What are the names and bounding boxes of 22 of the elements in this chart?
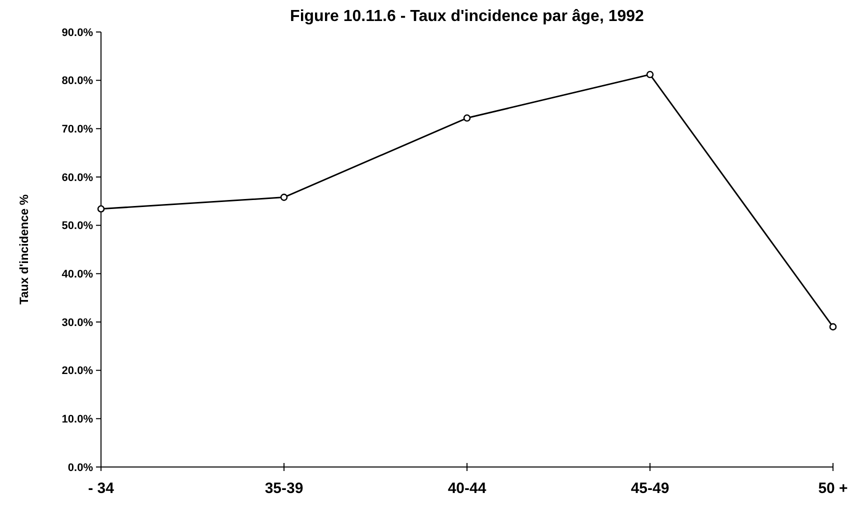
x-tick-label: 40-44 [448,480,487,497]
point [97,205,105,213]
x-tick-label: - 34 [88,480,115,497]
chart-title: Figure 10.11.6 - Taux d'incidence par âge, 1992 [290,8,644,25]
y-axis-title: Taux d'incidence % [17,194,31,304]
y-tick-label: 60.0% [62,172,94,184]
point [829,323,837,330]
x-tick-label: 50 + [818,480,848,497]
y-tick-label: 20.0% [62,365,94,378]
y-tick-label: 80.0% [62,75,94,88]
x-tick-label: 35-39 [264,480,304,497]
y-tick-label: 0.0% [68,462,94,474]
y-tick-label: 50.0% [62,220,94,232]
y-tick-label: 90.0% [62,26,94,39]
point [646,70,654,78]
point [280,194,288,201]
y-tick-label: 40.0% [62,268,94,281]
x-tick-label: 45-49 [630,480,670,497]
point [463,114,471,122]
y-tick-label: 10.0% [62,414,94,426]
y-tick-label: 30.0% [62,316,94,329]
y-tick-label: 70.0% [62,124,94,136]
